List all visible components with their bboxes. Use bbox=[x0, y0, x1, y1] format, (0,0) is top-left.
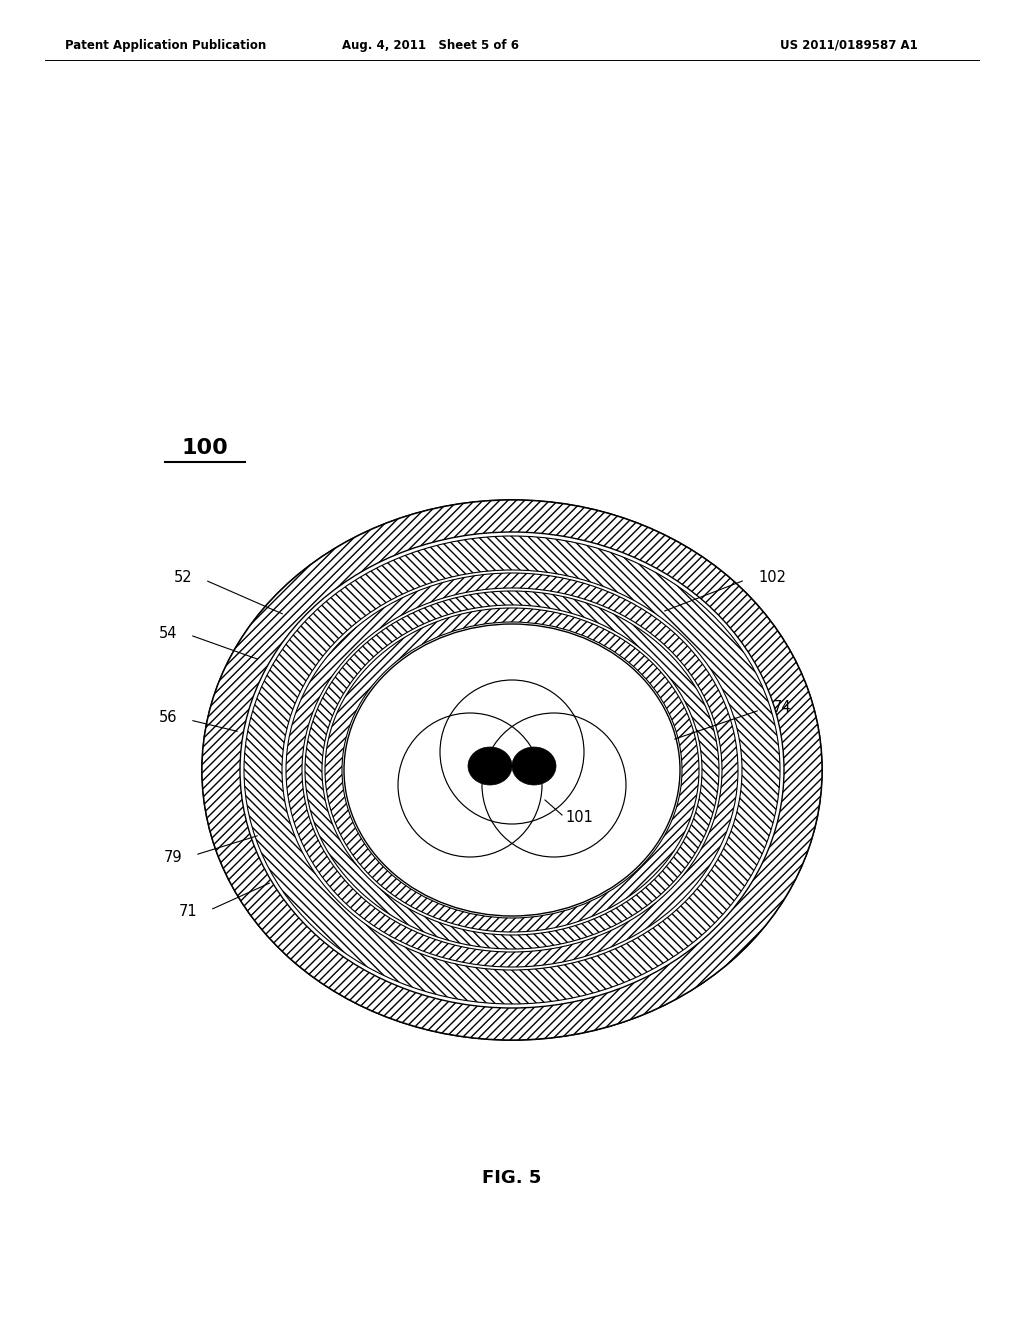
Ellipse shape bbox=[512, 747, 556, 785]
Ellipse shape bbox=[325, 609, 699, 932]
Ellipse shape bbox=[305, 591, 719, 949]
Ellipse shape bbox=[202, 500, 822, 1040]
Ellipse shape bbox=[342, 622, 682, 917]
Text: 100: 100 bbox=[181, 438, 228, 458]
Ellipse shape bbox=[240, 532, 784, 1008]
Ellipse shape bbox=[286, 573, 738, 968]
Ellipse shape bbox=[202, 500, 822, 1040]
Text: 56: 56 bbox=[159, 710, 177, 726]
Text: 52: 52 bbox=[173, 570, 193, 586]
Text: 101: 101 bbox=[565, 810, 593, 825]
Text: 71: 71 bbox=[178, 904, 197, 920]
Ellipse shape bbox=[322, 605, 702, 935]
Text: Aug. 4, 2011   Sheet 5 of 6: Aug. 4, 2011 Sheet 5 of 6 bbox=[341, 38, 518, 51]
Text: 54: 54 bbox=[159, 626, 177, 640]
Text: 74: 74 bbox=[773, 701, 792, 715]
Text: US 2011/0189587 A1: US 2011/0189587 A1 bbox=[780, 38, 918, 51]
Ellipse shape bbox=[302, 587, 722, 952]
Text: Patent Application Publication: Patent Application Publication bbox=[65, 38, 266, 51]
Ellipse shape bbox=[344, 624, 680, 916]
Text: 102: 102 bbox=[758, 570, 786, 586]
Ellipse shape bbox=[244, 536, 780, 1005]
Ellipse shape bbox=[282, 570, 742, 970]
Text: FIG. 5: FIG. 5 bbox=[482, 1170, 542, 1187]
Ellipse shape bbox=[468, 747, 512, 785]
Text: 79: 79 bbox=[164, 850, 182, 865]
